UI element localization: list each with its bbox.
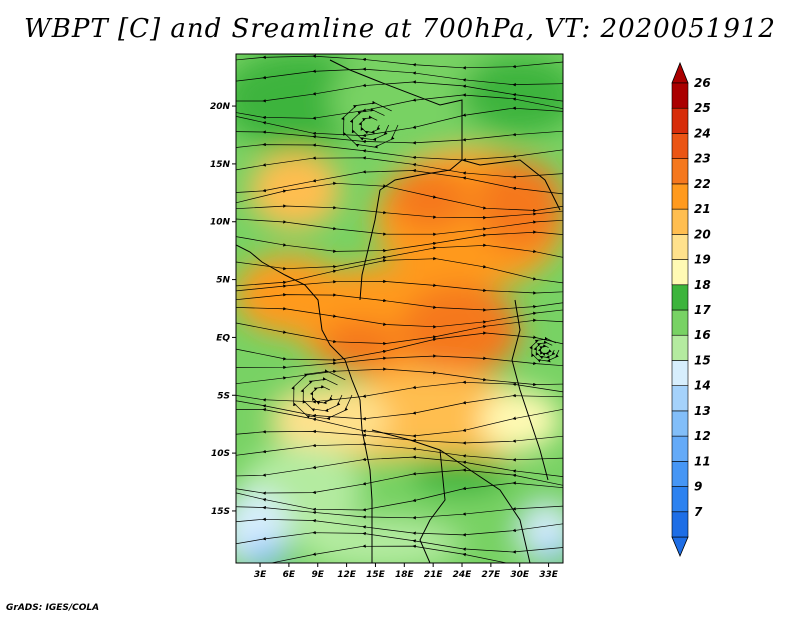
colorbar-label: 21 — [694, 202, 711, 216]
colorbar-swatch — [671, 385, 689, 412]
colorbar-swatch — [671, 486, 689, 513]
longitude-axis: 3E 6E 9E 12E 15E 18E 21E 24E 27E 30E 33E — [254, 563, 559, 580]
colorbar-swatch — [671, 107, 689, 134]
latitude-axis: 20N 15N 10N 5N EQ 5S 10S 15S — [210, 102, 236, 517]
colorbar-lower-arrow — [671, 536, 689, 558]
border-north — [329, 59, 463, 191]
lake-region — [511, 299, 549, 481]
lat-label: EQ — [216, 333, 230, 343]
colorbar-swatch — [671, 410, 689, 437]
colorbar-label: 11 — [694, 454, 711, 468]
lat-label: 15S — [211, 507, 230, 517]
lat-label: 5S — [217, 391, 230, 401]
lon-label: 6E — [283, 570, 296, 580]
lat-label: 10N — [210, 218, 231, 228]
colorbar: 7 9 11 12 13 14 15 16 17 18 19 20 21 22 23 24 25 26 — [671, 61, 711, 558]
lon-label: 33E — [539, 570, 559, 580]
streamline — [291, 369, 353, 421]
colorbar-swatch — [671, 360, 689, 386]
colorbar-swatch — [671, 259, 689, 286]
colorbar-label: 9 — [694, 480, 702, 494]
streamline — [236, 505, 563, 520]
lon-label: 12E — [337, 570, 357, 580]
colorbar-swatch — [671, 435, 689, 462]
colorbar-label: 25 — [694, 101, 711, 115]
colorbar-swatch — [671, 234, 689, 260]
streamline — [341, 100, 399, 149]
lon-label: 24E — [453, 570, 473, 580]
footer-credit: GrADS: IGES/COLA — [6, 603, 100, 613]
colorbar-swatch — [671, 183, 689, 210]
border-south — [371, 429, 531, 563]
streamlines — [236, 54, 563, 563]
streamline — [236, 429, 563, 445]
colorbar-label: 23 — [694, 152, 711, 166]
border-central — [359, 189, 381, 301]
colorbar-label: 24 — [694, 126, 711, 140]
colorbar-label: 22 — [694, 177, 711, 191]
colorbar-label: 7 — [694, 505, 703, 519]
lon-label: 30E — [510, 570, 530, 580]
colorbar-label: 20 — [694, 227, 711, 241]
lon-label: 21E — [424, 570, 444, 580]
colorbar-label: 26 — [694, 76, 711, 90]
lat-label: 5N — [216, 276, 230, 286]
lon-label: 27E — [482, 570, 502, 580]
lat-label: 10S — [211, 449, 230, 459]
colorbar-label: 16 — [694, 328, 711, 342]
streamline — [236, 54, 563, 70]
streamline — [236, 204, 563, 220]
colorbar-label: 17 — [694, 303, 711, 317]
streamline — [236, 279, 563, 295]
lat-label: 20N — [210, 102, 231, 112]
colorbar-swatch — [671, 284, 689, 311]
streamline — [236, 354, 563, 370]
border-misc — [419, 449, 446, 563]
colorbar-label: 18 — [694, 278, 711, 292]
colorbar-label: 14 — [694, 379, 711, 393]
streamline — [236, 481, 563, 512]
lon-label: 15E — [366, 570, 386, 580]
colorbar-swatch — [671, 309, 689, 336]
colorbar-swatch — [671, 461, 689, 487]
colorbar-swatch — [671, 158, 689, 185]
map-plot-area — [236, 54, 563, 563]
lat-label: 15N — [210, 160, 231, 170]
chart-title: WBPT [C] and Sreamline at 700hPa, VT: 20… — [24, 14, 776, 44]
lon-label: 9E — [312, 570, 325, 580]
colorbar-upper-arrow — [671, 61, 689, 84]
colorbar-label: 15 — [694, 353, 711, 367]
lon-label: 18E — [395, 570, 415, 580]
streamline — [529, 336, 560, 363]
colorbar-swatch — [671, 133, 689, 159]
colorbar-swatch — [671, 208, 689, 235]
border-east — [461, 159, 561, 211]
lon-label: 3E — [254, 570, 267, 580]
colorbar-label: 19 — [694, 253, 711, 267]
map-frame — [235, 53, 564, 564]
colorbar-swatch — [671, 82, 689, 109]
colorbar-swatch — [671, 511, 689, 538]
colorbar-label: 12 — [694, 429, 711, 443]
colorbar-swatch — [671, 334, 689, 361]
coastline-west — [236, 244, 373, 563]
colorbar-label: 13 — [694, 404, 711, 418]
country-borders — [236, 59, 561, 563]
